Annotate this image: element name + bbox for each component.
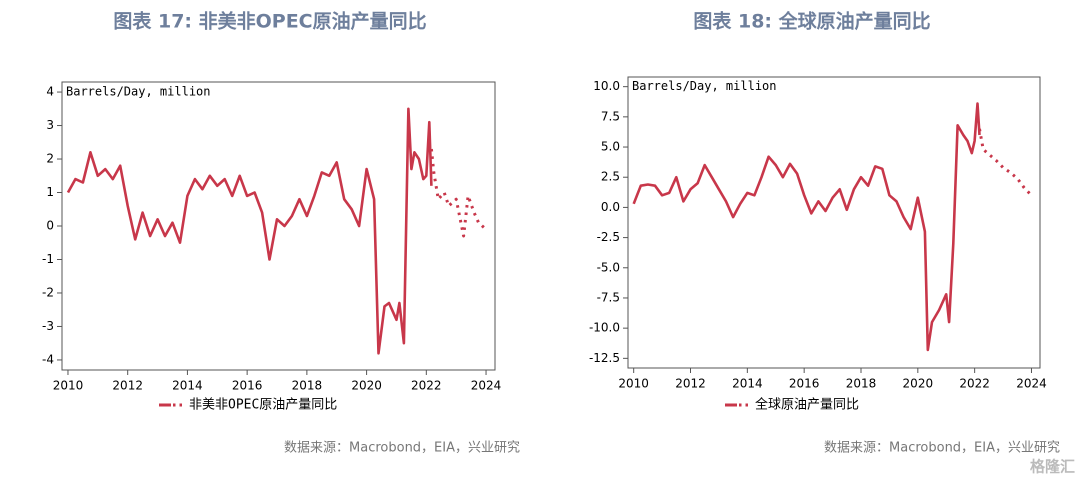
y-tick-label: -7.5: [597, 290, 620, 304]
watermark: 格隆汇: [1030, 458, 1075, 476]
x-tick-label: 2014: [172, 379, 203, 393]
y-tick-label: 2.5: [601, 170, 620, 184]
x-tick-label: 2014: [732, 377, 763, 391]
data-line: [632, 102, 981, 352]
chart-title: 图表 17: 非美非OPEC原油产量同比: [113, 10, 426, 33]
x-tick-label: 2020: [351, 379, 382, 393]
x-tick-label: 2022: [411, 379, 442, 393]
legend-label: 非美非OPEC原油产量同比: [189, 398, 337, 413]
plot-frame: [627, 76, 1041, 369]
y-tick-label: -5.0: [597, 260, 620, 274]
y-tick-label: -2: [42, 285, 54, 299]
source-note: 数据来源：Macrobond，EIA，兴业研究: [284, 441, 520, 456]
x-tick-label: 2018: [846, 377, 877, 391]
y-tick-label: 3: [46, 118, 54, 132]
y-tick-label: -12.5: [589, 351, 620, 365]
chart-title: 图表 18: 全球原油产量同比: [693, 10, 930, 33]
y-tick-label: -1: [42, 252, 54, 266]
y-tick-label: 5.0: [601, 140, 620, 154]
y-tick-label: 1: [46, 185, 54, 199]
y-tick-label: 0.0: [601, 200, 620, 214]
y-tick-label: 4: [46, 85, 54, 99]
x-tick-label: 2012: [675, 377, 706, 391]
x-tick-label: 2024: [1016, 377, 1047, 391]
y-tick-label: 2: [46, 152, 54, 166]
y-tick-label: -10.0: [589, 321, 620, 335]
x-tick-label: 2022: [959, 377, 990, 391]
y-axis-label: Barrels/Day, million: [66, 85, 211, 99]
forecast-line: [978, 128, 1033, 197]
y-tick-label: 7.5: [601, 109, 620, 123]
x-tick-label: 2012: [112, 379, 143, 393]
x-tick-label: 2010: [618, 377, 649, 391]
y-tick-label: -2.5: [597, 230, 620, 244]
x-tick-label: 2016: [789, 377, 820, 391]
legend-label: 全球原油产量同比: [755, 397, 859, 413]
y-tick-label: 0: [46, 219, 54, 233]
forecast-line: [429, 148, 487, 238]
data-line: [66, 107, 433, 355]
x-tick-label: 2018: [292, 379, 323, 393]
x-tick-label: 2010: [53, 379, 84, 393]
x-tick-label: 2024: [471, 379, 502, 393]
y-tick-label: -4: [42, 352, 54, 366]
x-tick-label: 2016: [232, 379, 263, 393]
y-tick-label: 10.0: [593, 79, 620, 93]
source-note: 数据来源：Macrobond，EIA，兴业研究: [824, 441, 1060, 456]
y-tick-label: -3: [42, 319, 54, 333]
y-axis-label: Barrels/Day, million: [632, 79, 777, 93]
x-tick-label: 2020: [903, 377, 934, 391]
